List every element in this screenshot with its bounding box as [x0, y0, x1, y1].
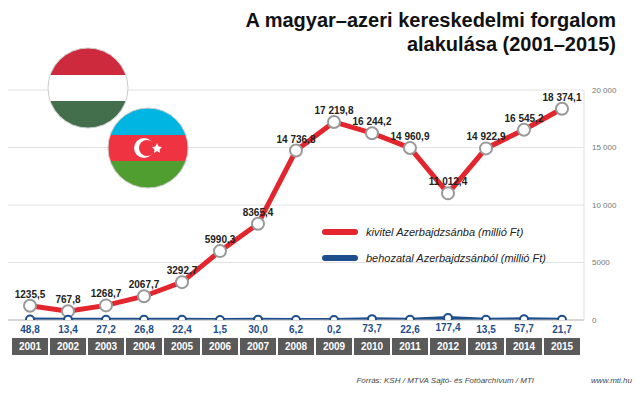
- svg-text:22,6: 22,6: [400, 324, 420, 335]
- svg-text:20 000: 20 000: [592, 86, 617, 95]
- svg-text:27,2: 27,2: [96, 324, 116, 335]
- svg-text:767,8: 767,8: [55, 294, 80, 305]
- svg-text:0,2: 0,2: [327, 324, 341, 335]
- svg-text:2009: 2009: [323, 341, 346, 352]
- svg-text:14 736,8: 14 736,8: [277, 134, 316, 145]
- svg-text:26,8: 26,8: [134, 324, 154, 335]
- svg-text:30,0: 30,0: [248, 324, 268, 335]
- svg-text:2001: 2001: [19, 341, 42, 352]
- html-text:behozatal Azerbajdzsánból (mil: behozatal Azerbajdzsánból (millió Ft): [366, 252, 546, 264]
- svg-text:22,4: 22,4: [172, 324, 192, 335]
- html-text:A magyar–azeri kereskedelmi fo: A magyar–azeri kereskedelmi forgalom ala…: [245, 9, 616, 55]
- svg-text:14 922,9: 14 922,9: [467, 131, 506, 142]
- svg-text:2014: 2014: [513, 341, 536, 352]
- svg-text:18 374,1: 18 374,1: [543, 92, 582, 103]
- svg-text:5990,3: 5990,3: [205, 234, 236, 245]
- svg-text:2010: 2010: [361, 341, 384, 352]
- svg-text:2012: 2012: [437, 341, 460, 352]
- svg-text:17 219,8: 17 219,8: [315, 105, 354, 116]
- svg-text:177,4: 177,4: [435, 322, 460, 333]
- svg-text:57,7: 57,7: [514, 323, 534, 334]
- svg-text:13,4: 13,4: [58, 324, 78, 335]
- svg-text:0: 0: [592, 316, 597, 325]
- svg-text:10 000: 10 000: [592, 201, 617, 210]
- svg-text:6,2: 6,2: [289, 324, 303, 335]
- svg-text:15 000: 15 000: [592, 143, 617, 152]
- svg-text:2015: 2015: [551, 341, 574, 352]
- svg-text:2002: 2002: [57, 341, 80, 352]
- svg-text:1,5: 1,5: [213, 324, 227, 335]
- svg-text:2005: 2005: [171, 341, 194, 352]
- svg-text:16 545,2: 16 545,2: [505, 113, 544, 124]
- svg-text:1235,5: 1235,5: [15, 289, 46, 300]
- svg-text:11 012,4: 11 012,4: [429, 176, 468, 187]
- svg-text:21,7: 21,7: [552, 324, 572, 335]
- svg-text:73,7: 73,7: [362, 323, 382, 334]
- svg-text:2011: 2011: [399, 341, 421, 352]
- svg-text:48,8: 48,8: [20, 324, 40, 335]
- svg-text:2004: 2004: [133, 341, 156, 352]
- html-text:www.mti.hu: www.mti.hu: [591, 376, 632, 385]
- svg-text:5000: 5000: [592, 258, 610, 267]
- svg-text:8365,4: 8365,4: [243, 207, 274, 218]
- svg-text:16 244,2: 16 244,2: [353, 116, 392, 127]
- svg-text:1268,7: 1268,7: [91, 288, 122, 299]
- svg-text:2013: 2013: [475, 341, 498, 352]
- html-text:kivitel Azerbajdzsánba (millió: kivitel Azerbajdzsánba (millió Ft): [366, 226, 524, 238]
- svg-text:3292,7: 3292,7: [167, 265, 198, 276]
- svg-text:2006: 2006: [209, 341, 232, 352]
- svg-text:2008: 2008: [285, 341, 308, 352]
- html-text:Forrás: KSH / MTVA Sajtó- és F: Forrás: KSH / MTVA Sajtó- és Fotóarchívu…: [356, 376, 534, 385]
- svg-text:13,5: 13,5: [476, 324, 496, 335]
- svg-text:14 960,9: 14 960,9: [391, 131, 430, 142]
- svg-text:2003: 2003: [95, 341, 118, 352]
- svg-text:2067,7: 2067,7: [129, 279, 160, 290]
- svg-text:2007: 2007: [247, 341, 270, 352]
